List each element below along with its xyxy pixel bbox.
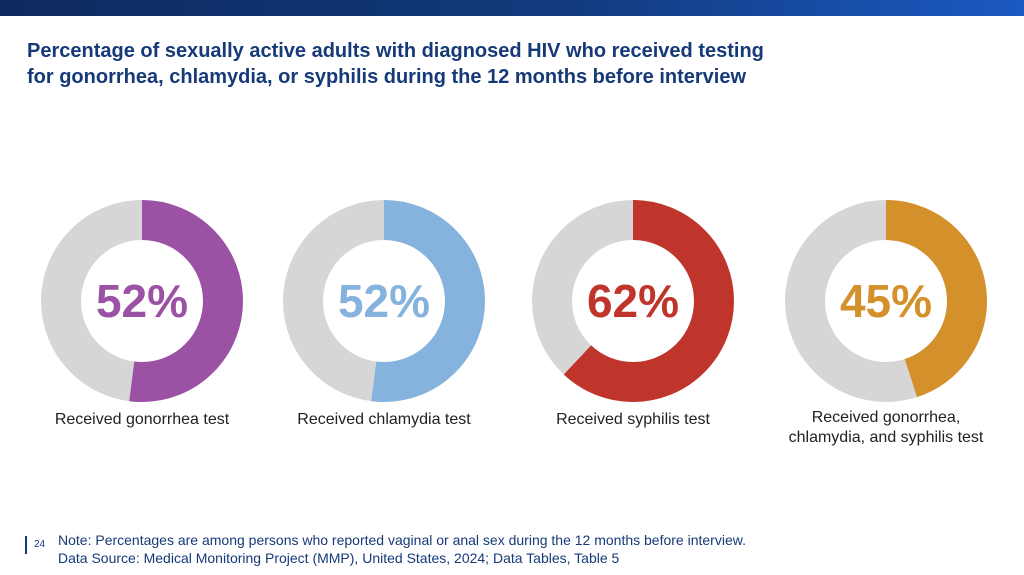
source-text: Data Source: Medical Monitoring Project …	[58, 550, 620, 566]
footer-accent-line	[25, 536, 27, 554]
donut-svg	[283, 200, 485, 402]
page-number: 24	[34, 539, 46, 550]
donut-value-segment	[283, 200, 485, 402]
donut-caption: Received gonorrhea, chlamydia, and syphi…	[761, 408, 1011, 448]
caption-line: Received gonorrhea test	[54, 411, 230, 428]
donut-svg	[785, 200, 987, 402]
donut-value-segment	[785, 200, 987, 402]
page-title: Percentage of sexually active adults wit…	[27, 38, 927, 90]
donut-chart-gonorrhea: 52% Received gonorrhea test	[17, 196, 257, 456]
percent-label: 52%	[337, 275, 431, 327]
caption-line: Received chlamydia test	[297, 411, 471, 428]
donut-caption: Received syphilis test	[508, 410, 758, 430]
donut-chart-all-three: 45% Received gonorrhea, chlamydia, and s…	[761, 196, 1001, 456]
percent-label: 62%	[586, 275, 680, 327]
caption-line: chlamydia, and syphilis test	[788, 429, 984, 446]
donut-chart-syphilis: 62% Received syphilis test	[508, 196, 748, 456]
title-line-2: for gonorrhea, chlamydia, or syphilis du…	[27, 66, 747, 88]
donut-caption: Received chlamydia test	[259, 410, 509, 430]
donut-svg	[532, 200, 734, 402]
donut-value-segment	[532, 200, 734, 402]
caption-line: Received gonorrhea,	[811, 409, 961, 426]
top-banner	[0, 0, 1024, 16]
donut-svg	[41, 200, 243, 402]
donut-caption: Received gonorrhea test	[17, 410, 267, 430]
note-text: Note: Percentages are among persons who …	[58, 532, 746, 548]
donut-value-segment	[41, 200, 243, 402]
footer-note: Note: Percentages are among persons who …	[58, 531, 746, 567]
title-line-1: Percentage of sexually active adults wit…	[27, 40, 764, 62]
caption-line: Received syphilis test	[556, 411, 710, 428]
percent-label: 52%	[95, 275, 189, 327]
percent-label: 45%	[839, 275, 933, 327]
donut-chart-chlamydia: 52% Received chlamydia test	[259, 196, 499, 456]
